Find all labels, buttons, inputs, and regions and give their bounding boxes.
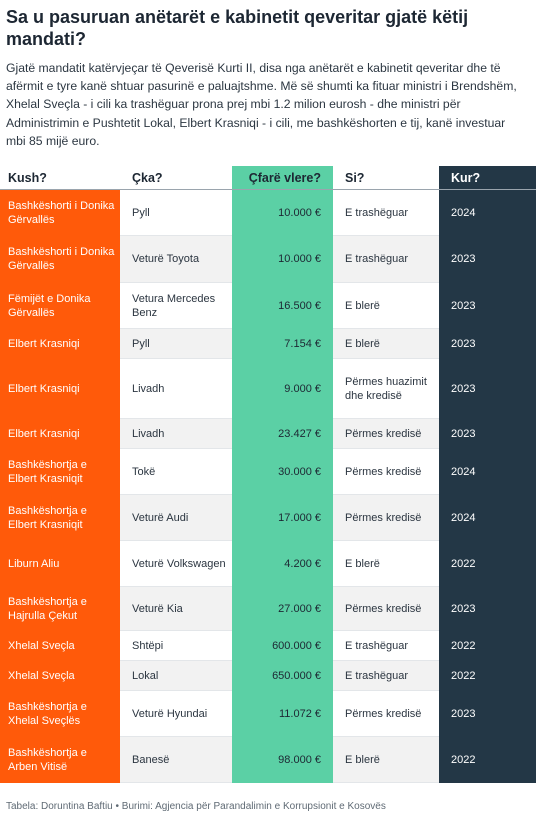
table-row: Elbert Krasniqi Pyll 7.154 € E blerë 2023 (0, 328, 536, 359)
cell-who: Elbert Krasniqi (0, 418, 120, 449)
table-row: Bashkëshorti i Donika Gërvallës Veturë To… (0, 235, 536, 283)
header-row: Kush? Çka? Çfarë vlere? Si? Kur? (0, 166, 536, 190)
cell-what: Livadh (120, 418, 232, 449)
cell-who: Bashkëshortja e Elbert Krasniqit (0, 494, 120, 541)
table-row: Elbert Krasniqi Livadh 23.427 € Përmes kred… (0, 418, 536, 449)
description: Gjatë mandatit katërvjeçar të Qeverisë K… (6, 61, 517, 148)
cell-when: 2024 (439, 494, 536, 541)
cell-what: Veturë Toyota (120, 235, 232, 283)
cell-how: E blerë (333, 328, 439, 359)
table-row: Xhelal Sveçla Shtëpi 600.000 € E trashëguar… (0, 630, 536, 661)
cell-what: Veturë Kia (120, 586, 232, 631)
cell-who: Elbert Krasniqi (0, 358, 120, 419)
cell-how: Përmes kredisë (333, 690, 439, 737)
cell-value: 4.200 € (232, 540, 333, 587)
cell-who: Bashkëshorti i Donika Gërvallës (0, 189, 120, 236)
cell-how: E blerë (333, 736, 439, 783)
cell-how: E trashëguar (333, 189, 439, 236)
column-header-value: Çfarë vlere? (232, 166, 333, 190)
cell-what: Vetura Mercedes Benz (120, 282, 232, 329)
cell-how: Përmes kredisë (333, 586, 439, 631)
table-row: Bashkëshortja e Elbert Krasniqit Tokë 30.0… (0, 448, 536, 495)
cell-when: 2023 (439, 235, 536, 283)
page-title: Sa u pasuruan anëtarët e kabinetit qever… (6, 7, 469, 49)
cell-who: Bashkëshorti i Donika Gërvallës (0, 235, 120, 283)
cell-what: Pyll (120, 189, 232, 236)
cell-value: 27.000 € (232, 586, 333, 631)
cell-when: 2023 (439, 282, 536, 329)
cell-value: 10.000 € (232, 235, 333, 283)
cell-who: Xhelal Sveçla (0, 630, 120, 661)
table-row: Liburn Aliu Veturë Volkswagen 4.200 € E ble… (0, 540, 536, 587)
cell-how: Përmes kredisë (333, 448, 439, 495)
cell-when: 2022 (439, 660, 536, 691)
cell-value: 650.000 € (232, 660, 333, 691)
cell-value: 23.427 € (232, 418, 333, 449)
cell-value: 10.000 € (232, 189, 333, 236)
cell-how: E blerë (333, 282, 439, 329)
column-header-how: Si? (333, 166, 439, 190)
cell-what: Livadh (120, 358, 232, 419)
table-row: Fëmijët e Donika Gërvallës Vetura Mercede… (0, 282, 536, 329)
cell-who: Liburn Aliu (0, 540, 120, 587)
table-row: Bashkëshorti i Donika Gërvallës Pyll 10.00… (0, 189, 536, 236)
cell-how: E blerë (333, 540, 439, 587)
column-header-when: Kur? (439, 166, 536, 190)
cell-how: E trashëguar (333, 660, 439, 691)
table-row: Bashkëshortja e Hajrulla Çekut Veturë Kia… (0, 586, 536, 631)
cell-when: 2023 (439, 418, 536, 449)
cell-what: Veturë Audi (120, 494, 232, 541)
column-header-who: Kush? (0, 166, 120, 190)
cell-how: E trashëguar (333, 630, 439, 661)
cell-when: 2022 (439, 630, 536, 661)
cell-value: 7.154 € (232, 328, 333, 359)
cell-value: 600.000 € (232, 630, 333, 661)
table-row: Bashkëshortja e Xhelal Sveçlës Veturë Hyu… (0, 690, 536, 737)
cell-what: Veturë Hyundai (120, 690, 232, 737)
cell-what: Pyll (120, 328, 232, 359)
cell-value: 11.072 € (232, 690, 333, 737)
cell-value: 98.000 € (232, 736, 333, 783)
table-row: Bashkëshortja e Elbert Krasniqit Veturë A… (0, 494, 536, 541)
cell-when: 2024 (439, 448, 536, 495)
cell-what: Tokë (120, 448, 232, 495)
cell-when: 2023 (439, 328, 536, 359)
cell-who: Xhelal Sveçla (0, 660, 120, 691)
cell-who: Bashkëshortja e Xhelal Sveçlës (0, 690, 120, 737)
cell-when: 2023 (439, 586, 536, 631)
cell-who: Bashkëshortja e Hajrulla Çekut (0, 586, 120, 631)
cell-what: Banesë (120, 736, 232, 783)
cell-value: 16.500 € (232, 282, 333, 329)
table-row: Elbert Krasniqi Livadh 9.000 € Përmes huazi… (0, 358, 536, 419)
cell-how: Përmes kredisë (333, 418, 439, 449)
cell-what: Veturë Volkswagen (120, 540, 232, 587)
cell-who: Bashkëshortja e Arben Vitisë (0, 736, 120, 783)
cell-when: 2022 (439, 736, 536, 783)
cell-how: Përmes huazimit dhe kredisë (333, 358, 439, 419)
cell-value: 9.000 € (232, 358, 333, 419)
cell-how: Përmes kredisë (333, 494, 439, 541)
cell-when: 2023 (439, 690, 536, 737)
column-header-what: Çka? (120, 166, 232, 190)
cell-when: 2024 (439, 189, 536, 236)
cell-when: 2022 (439, 540, 536, 587)
cell-value: 30.000 € (232, 448, 333, 495)
cell-who: Elbert Krasniqi (0, 328, 120, 359)
cell-what: Lokal (120, 660, 232, 691)
cell-how: E trashëguar (333, 235, 439, 283)
cell-when: 2023 (439, 358, 536, 419)
table-row: Bashkëshortja e Arben Vitisë Banesë 98.000… (0, 736, 536, 783)
cell-value: 17.000 € (232, 494, 333, 541)
cell-what: Shtëpi (120, 630, 232, 661)
source-footer: Tabela: Doruntina Baftiu • Burimi: Agjen… (6, 801, 386, 812)
cell-who: Bashkëshortja e Elbert Krasniqit (0, 448, 120, 495)
table-row: Xhelal Sveçla Lokal 650.000 € E trashëguar 2… (0, 660, 536, 691)
assets-table: Kush? Çka? Çfarë vlere? Si? Kur? Bashkës… (0, 166, 536, 783)
cell-who: Fëmijët e Donika Gërvallës (0, 282, 120, 329)
